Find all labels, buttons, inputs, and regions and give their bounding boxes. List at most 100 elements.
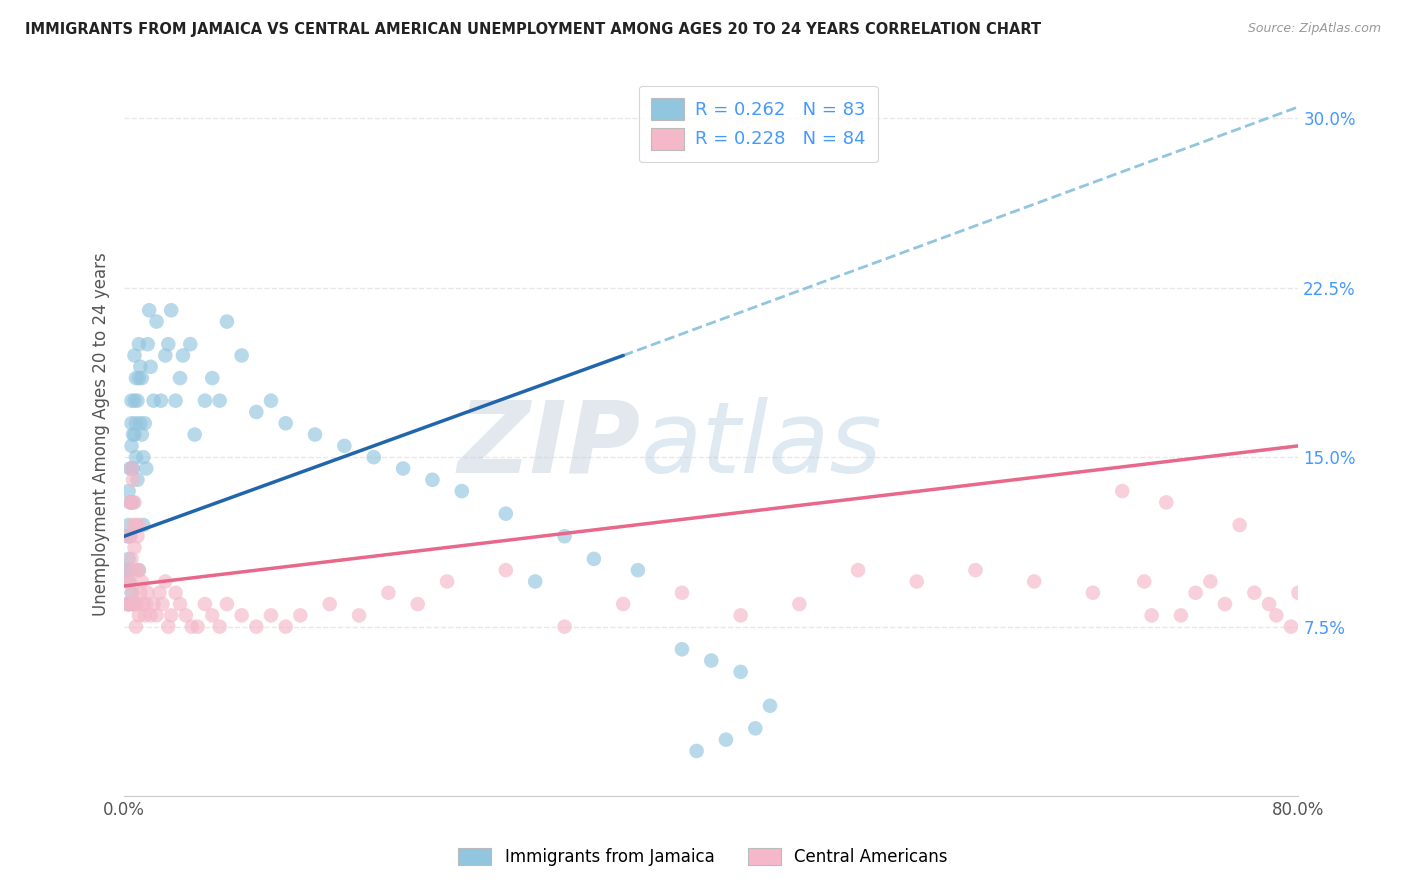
Point bbox=[846, 563, 869, 577]
Point bbox=[436, 574, 458, 589]
Point bbox=[124, 427, 146, 442]
Point bbox=[333, 439, 356, 453]
Point bbox=[125, 620, 148, 634]
Point bbox=[554, 620, 576, 634]
Point bbox=[260, 608, 283, 623]
Point bbox=[128, 518, 150, 533]
Point bbox=[1133, 574, 1156, 589]
Point bbox=[120, 529, 142, 543]
Point bbox=[179, 337, 201, 351]
Point bbox=[115, 563, 138, 577]
Point bbox=[127, 393, 149, 408]
Point bbox=[117, 597, 139, 611]
Point bbox=[160, 303, 183, 318]
Point bbox=[124, 597, 146, 611]
Point bbox=[215, 597, 238, 611]
Point bbox=[377, 586, 399, 600]
Point bbox=[142, 597, 165, 611]
Point bbox=[194, 393, 217, 408]
Point bbox=[1170, 608, 1192, 623]
Point bbox=[122, 461, 145, 475]
Point bbox=[194, 597, 217, 611]
Point bbox=[115, 574, 138, 589]
Point bbox=[169, 371, 191, 385]
Point bbox=[1258, 597, 1281, 611]
Point bbox=[627, 563, 650, 577]
Point bbox=[120, 563, 142, 577]
Point bbox=[127, 529, 149, 543]
Point bbox=[201, 608, 224, 623]
Point bbox=[124, 349, 146, 363]
Point bbox=[129, 359, 152, 374]
Point bbox=[148, 586, 170, 600]
Point bbox=[120, 597, 142, 611]
Point bbox=[450, 484, 472, 499]
Point bbox=[965, 563, 987, 577]
Point bbox=[121, 393, 143, 408]
Point bbox=[759, 698, 782, 713]
Point bbox=[115, 529, 138, 543]
Point bbox=[406, 597, 429, 611]
Point bbox=[120, 495, 142, 509]
Point bbox=[115, 597, 138, 611]
Point bbox=[150, 597, 173, 611]
Point bbox=[124, 393, 146, 408]
Point bbox=[125, 417, 148, 431]
Point bbox=[582, 552, 605, 566]
Point bbox=[155, 574, 177, 589]
Point bbox=[157, 620, 180, 634]
Point bbox=[128, 563, 150, 577]
Point bbox=[671, 642, 693, 657]
Point bbox=[685, 744, 707, 758]
Text: IMMIGRANTS FROM JAMAICA VS CENTRAL AMERICAN UNEMPLOYMENT AMONG AGES 20 TO 24 YEA: IMMIGRANTS FROM JAMAICA VS CENTRAL AMERI… bbox=[25, 22, 1042, 37]
Point bbox=[117, 597, 139, 611]
Point bbox=[121, 495, 143, 509]
Point bbox=[120, 495, 142, 509]
Point bbox=[730, 665, 752, 679]
Point bbox=[172, 349, 194, 363]
Point bbox=[122, 586, 145, 600]
Point bbox=[245, 620, 267, 634]
Point bbox=[1213, 597, 1236, 611]
Point bbox=[132, 518, 155, 533]
Point bbox=[117, 563, 139, 577]
Point bbox=[131, 427, 153, 442]
Point bbox=[127, 597, 149, 611]
Point bbox=[1279, 620, 1302, 634]
Point bbox=[132, 597, 155, 611]
Point bbox=[128, 371, 150, 385]
Point bbox=[121, 552, 143, 566]
Y-axis label: Unemployment Among Ages 20 to 24 years: Unemployment Among Ages 20 to 24 years bbox=[93, 252, 110, 616]
Point bbox=[115, 597, 138, 611]
Point bbox=[122, 495, 145, 509]
Point bbox=[318, 597, 340, 611]
Point bbox=[165, 586, 187, 600]
Point bbox=[139, 359, 162, 374]
Point bbox=[125, 450, 148, 465]
Point bbox=[128, 337, 150, 351]
Point bbox=[149, 393, 172, 408]
Point bbox=[121, 439, 143, 453]
Point bbox=[201, 371, 224, 385]
Point bbox=[744, 722, 766, 736]
Point bbox=[160, 608, 183, 623]
Legend: R = 0.262   N = 83, R = 0.228   N = 84: R = 0.262 N = 83, R = 0.228 N = 84 bbox=[638, 86, 877, 162]
Point bbox=[117, 574, 139, 589]
Point bbox=[245, 405, 267, 419]
Point bbox=[231, 608, 253, 623]
Point bbox=[128, 608, 150, 623]
Point bbox=[145, 315, 167, 329]
Point bbox=[131, 574, 153, 589]
Point bbox=[136, 586, 159, 600]
Point bbox=[122, 473, 145, 487]
Point bbox=[121, 586, 143, 600]
Point bbox=[122, 518, 145, 533]
Point bbox=[122, 597, 145, 611]
Point bbox=[290, 608, 312, 623]
Point bbox=[612, 597, 634, 611]
Point bbox=[136, 337, 159, 351]
Point bbox=[363, 450, 385, 465]
Point bbox=[347, 608, 370, 623]
Point bbox=[215, 315, 238, 329]
Point bbox=[1111, 484, 1133, 499]
